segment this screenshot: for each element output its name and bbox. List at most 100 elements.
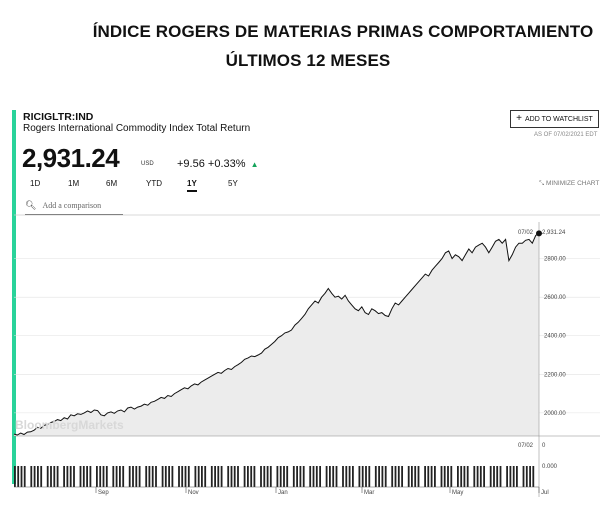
volume-bar xyxy=(391,466,394,487)
volume-bar xyxy=(496,466,499,487)
volume-bar xyxy=(96,466,98,487)
volume-bar xyxy=(46,466,49,487)
x-tick-label: Jan xyxy=(278,490,288,496)
minimize-label: MINIMIZE CHART xyxy=(546,180,600,187)
volume-bar xyxy=(434,466,436,487)
y-tick-label: 2400.00 xyxy=(544,334,566,340)
search-icon: 🔍︎ xyxy=(25,200,37,210)
volume-tick-label: 0.000 xyxy=(542,464,558,470)
watermark-logo: BloombergMarkets xyxy=(15,418,124,432)
x-tick-label: Jul xyxy=(541,490,549,496)
volume-bar xyxy=(529,466,531,487)
y-tick-label: 2600.00 xyxy=(544,295,566,301)
volume-bar xyxy=(466,466,469,487)
y-tick-label: 2200.00 xyxy=(544,372,566,378)
volume-bar xyxy=(73,466,75,487)
y-axis-ticks: 2000.00 2200.00 2400.00 2600.00 2800.00 xyxy=(544,257,566,417)
volume-bar xyxy=(460,466,463,487)
x-tick-label: Nov xyxy=(188,490,199,496)
volume-bar xyxy=(155,466,157,487)
volume-bar xyxy=(148,466,151,487)
volume-bar xyxy=(82,466,85,487)
volume-bar xyxy=(201,466,203,487)
volume-bar xyxy=(233,466,236,487)
volume-bar xyxy=(414,466,417,487)
volume-bar xyxy=(230,466,233,487)
volume-bar xyxy=(417,466,420,487)
volume-bar xyxy=(63,466,65,487)
volume-bar xyxy=(286,466,289,487)
volume-bar xyxy=(394,466,397,487)
minimize-icon: ⤡ xyxy=(539,180,545,187)
volume-bar xyxy=(204,466,207,487)
volume-bar xyxy=(112,466,115,487)
currency-label: USD xyxy=(141,161,154,167)
plus-icon: + xyxy=(516,113,523,124)
volume-bar xyxy=(210,466,213,487)
comparison-placeholder: Add a comparison xyxy=(42,201,102,210)
volume-bar xyxy=(145,466,148,487)
volume-bar xyxy=(194,466,197,487)
volume-bar xyxy=(33,466,36,487)
volume-bar xyxy=(443,466,446,487)
volume-bar xyxy=(56,466,59,487)
tab-1m[interactable]: 1M xyxy=(68,179,80,188)
as-of-timestamp: AS OF 07/02/2021 EDT xyxy=(534,132,598,138)
volume-bar xyxy=(516,466,518,487)
volume-bar xyxy=(69,466,72,487)
volume-bar xyxy=(161,466,164,487)
volume-bar xyxy=(40,466,43,487)
volume-bar xyxy=(315,466,318,487)
volume-bar xyxy=(187,466,190,487)
minimize-chart-button[interactable]: ⤡ MINIMIZE CHART xyxy=(539,180,599,188)
volume-bar xyxy=(384,466,387,487)
page-heading-line2: ÚLTIMOS 12 MESES xyxy=(225,51,391,70)
volume-bar xyxy=(119,466,121,487)
page-heading-line1: ÍNDICE ROGERS DE MATERIAS PRIMAS COMPORT… xyxy=(92,22,594,41)
volume-bar xyxy=(312,466,315,487)
add-to-watchlist-button[interactable]: + ADD TO WATCHLIST xyxy=(510,110,599,128)
volume-bar xyxy=(217,466,220,487)
volume-bar xyxy=(66,466,69,487)
tab-1y[interactable]: 1Y xyxy=(187,179,197,192)
volume-bar xyxy=(489,466,492,487)
comparison-search[interactable]: 🔍︎ Add a comparison xyxy=(25,197,123,215)
volume-bar xyxy=(476,466,479,487)
volume-bar xyxy=(276,466,279,487)
volume-bar xyxy=(361,466,364,487)
volume-bar xyxy=(332,466,335,487)
price-area-fill xyxy=(14,233,539,436)
volume-bar xyxy=(430,466,433,487)
tab-5y[interactable]: 5Y xyxy=(228,179,238,188)
watchlist-button-label: ADD TO WATCHLIST xyxy=(525,115,593,123)
x-axis-ticks: Sep Nov Jan Mar May Jul xyxy=(95,487,549,496)
volume-bar xyxy=(378,466,380,487)
volume-bar xyxy=(512,466,515,487)
volume-bar xyxy=(374,466,377,487)
volume-bar xyxy=(345,466,348,487)
volume-bar xyxy=(283,466,285,487)
volume-bar xyxy=(151,466,154,487)
volume-bar xyxy=(463,466,466,487)
change-value: +9.56 xyxy=(177,158,205,170)
volume-bar xyxy=(479,466,482,487)
volume-bar xyxy=(53,466,56,487)
volume-bar xyxy=(509,466,512,487)
volume-bar xyxy=(266,466,269,487)
volume-bar xyxy=(440,466,443,487)
current-date-label: 07/02 xyxy=(518,230,534,236)
volume-bar xyxy=(522,466,525,487)
volume-bar xyxy=(50,466,52,487)
tab-6m[interactable]: 6M xyxy=(106,179,118,188)
volume-bar xyxy=(86,466,88,487)
volume-bar xyxy=(493,466,495,487)
volume-bar xyxy=(506,466,508,487)
volume-bar xyxy=(532,466,535,487)
tab-ytd[interactable]: YTD xyxy=(146,179,162,188)
tab-1d[interactable]: 1D xyxy=(30,179,41,188)
price-change: +9.56 +0.33% ▲ xyxy=(177,158,259,170)
volume-bar xyxy=(99,466,102,487)
volume-bar xyxy=(447,466,449,487)
up-triangle-icon: ▲ xyxy=(250,160,259,169)
x-tick-label: Sep xyxy=(98,490,109,496)
